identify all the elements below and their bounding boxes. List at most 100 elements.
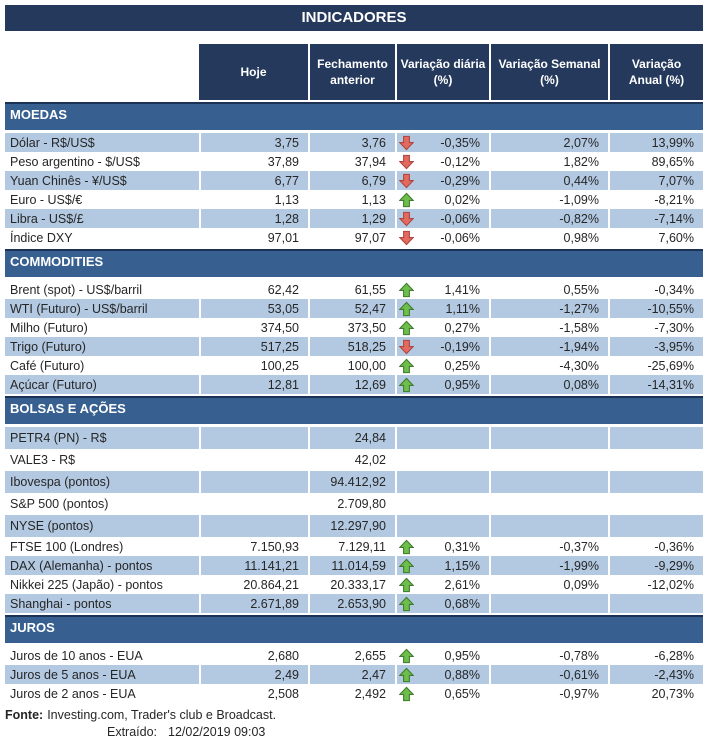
fechamento-value: 12.297,90 <box>308 515 395 537</box>
table-row: Peso argentino - $/US$ 37,89 37,94 -0,12% 1,… <box>5 152 703 171</box>
page-title: INDICADORES <box>5 5 703 31</box>
variacao-anual-value: 13,99% <box>608 133 703 152</box>
fechamento-value: 61,55 <box>308 280 395 299</box>
variacao-anual-value: -3,95% <box>608 337 703 356</box>
table-row: Café (Futuro) 100,25 100,00 0,25% -4,30% -25,… <box>5 356 703 375</box>
variacao-anual-value: -0,34% <box>608 280 703 299</box>
table-row: Juros de 10 anos - EUA 2,680 2,655 0,95% -0,… <box>5 646 703 665</box>
variacao-anual-value <box>608 449 703 471</box>
down-arrow-icon <box>399 154 414 169</box>
hoje-value: 2,49 <box>199 665 308 684</box>
variacao-anual-value: -7,14% <box>608 209 703 228</box>
fechamento-value: 373,50 <box>308 318 395 337</box>
variacao-semanal-value <box>489 449 608 471</box>
up-arrow-icon <box>399 282 414 297</box>
variacao-semanal-value: 0,98% <box>489 228 608 247</box>
hoje-value: 374,50 <box>199 318 308 337</box>
variacao-semanal-value: 0,08% <box>489 375 608 394</box>
up-arrow-icon <box>399 648 414 663</box>
table-row: Euro - US$/€ 1,13 1,13 0,02% -1,09% -8,21% <box>5 190 703 209</box>
variacao-diaria-value: 1,11% <box>445 301 480 316</box>
fechamento-value: 1,29 <box>308 209 395 228</box>
variacao-semanal-value <box>489 493 608 515</box>
up-arrow-icon <box>399 667 414 682</box>
variacao-semanal-value: 0,55% <box>489 280 608 299</box>
table-row: Yuan Chinês - ¥/US$ 6,77 6,79 -0,29% 0,44% 7,… <box>5 171 703 190</box>
source-text: Investing.com, Trader's club e Broadcast… <box>47 708 277 722</box>
source-label: Fonte: <box>5 708 44 722</box>
row-label: Dólar - R$/US$ <box>5 133 199 152</box>
row-label: PETR4 (PN) - R$ <box>5 427 199 449</box>
fechamento-value: 2,47 <box>308 665 395 684</box>
section-header-4: JUROS <box>5 615 703 643</box>
up-arrow-icon <box>399 192 414 207</box>
table-row: DAX (Alemanha) - pontos 11.141,21 11.014,5… <box>5 556 703 575</box>
variacao-diaria-cell: 0,68% <box>395 594 489 613</box>
column-header-fechamento: Fechamento anterior <box>308 44 395 100</box>
row-label: Café (Futuro) <box>10 358 85 373</box>
fechamento-value: 1,13 <box>308 190 395 209</box>
variacao-diaria-cell: 0,65% <box>395 684 489 703</box>
variacao-diaria-value: 0,25% <box>444 358 480 373</box>
table-row: Shanghai - pontos 2.671,89 2.653,90 0,68% <box>5 594 703 613</box>
table-row: Nikkei 225 (Japão) - pontos 20.864,21 20.3… <box>5 575 703 594</box>
down-arrow-icon <box>399 211 414 226</box>
row-label: Açúcar (Futuro) <box>5 375 199 394</box>
variacao-anual-value <box>608 594 703 613</box>
extracted-timestamp: 12/02/2019 09:03 <box>168 725 266 739</box>
variacao-diaria-value: -0,29% <box>440 173 480 188</box>
hoje-value: 2,680 <box>199 646 308 665</box>
row-label: S&P 500 (pontos) <box>10 497 109 511</box>
row-label: Juros de 2 anos - EUA <box>10 686 136 701</box>
variacao-anual-value: -8,21% <box>608 190 703 209</box>
hoje-value: 100,25 <box>199 356 308 375</box>
variacao-diaria-value: 0,65% <box>444 686 480 701</box>
hoje-value: 62,42 <box>199 280 308 299</box>
hoje-value: 1,28 <box>199 209 308 228</box>
variacao-anual-value: 20,73% <box>608 684 703 703</box>
variacao-diaria-value: 1,41% <box>444 282 480 297</box>
table-row: PETR4 (PN) - R$ 24,84 <box>5 427 703 449</box>
variacao-diaria-cell: 0,88% <box>395 665 489 684</box>
variacao-diaria-value: 0,31% <box>444 539 480 554</box>
row-label: Shanghai - pontos <box>5 594 199 613</box>
variacao-semanal-value: -1,27% <box>489 299 608 318</box>
fechamento-value: 12,69 <box>308 375 395 394</box>
variacao-diaria-cell: 0,95% <box>395 375 489 394</box>
variacao-diaria-value: 0,88% <box>444 667 480 682</box>
variacao-semanal-value: 0,09% <box>489 575 608 594</box>
variacao-semanal-value: -0,82% <box>489 209 608 228</box>
table-row: S&P 500 (pontos) 2.709,80 <box>5 493 703 515</box>
variacao-diaria-value: -0,19% <box>440 339 480 354</box>
hoje-value: 3,75 <box>199 133 308 152</box>
variacao-diaria-cell: 0,31% <box>395 537 489 556</box>
variacao-anual-value: -25,69% <box>608 356 703 375</box>
variacao-diaria-value: 0,68% <box>444 596 480 611</box>
hoje-value: 11.141,21 <box>199 556 308 575</box>
variacao-semanal-value: -0,37% <box>489 537 608 556</box>
fechamento-value: 37,94 <box>308 152 395 171</box>
variacao-anual-value: -14,31% <box>608 375 703 394</box>
up-arrow-icon <box>399 686 414 701</box>
table-row: Trigo (Futuro) 517,25 518,25 -0,19% -1,94% -3… <box>5 337 703 356</box>
column-header-variacao-anual: Variação Anual (%) <box>608 44 703 100</box>
hoje-value: 37,89 <box>199 152 308 171</box>
row-label: Yuan Chinês - ¥/US$ <box>5 171 199 190</box>
variacao-semanal-value: -1,94% <box>489 337 608 356</box>
row-label: Índice DXY <box>10 230 73 245</box>
variacao-diaria-value: 2,61% <box>444 577 480 592</box>
row-label: Nikkei 225 (Japão) - pontos <box>10 577 163 592</box>
hoje-value: 53,05 <box>199 299 308 318</box>
variacao-semanal-value: -0,61% <box>489 665 608 684</box>
row-label: Libra - US$/£ <box>5 209 199 228</box>
variacao-diaria-cell: -0,06% <box>395 209 489 228</box>
row-label: WTI (Futuro) - US$/barril <box>5 299 199 318</box>
fechamento-value: 11.014,59 <box>308 556 395 575</box>
table-body: MOEDAS Dólar - R$/US$ 3,75 3,76 -0,35% 2,07% 1… <box>5 102 703 703</box>
hoje-value: 7.150,93 <box>199 537 308 556</box>
down-arrow-icon <box>399 135 414 150</box>
table-row: Açúcar (Futuro) 12,81 12,69 0,95% 0,08% -14,3… <box>5 375 703 394</box>
variacao-diaria-value: 0,95% <box>444 377 480 392</box>
down-arrow-icon <box>399 230 414 245</box>
fechamento-value: 2,655 <box>308 646 395 665</box>
